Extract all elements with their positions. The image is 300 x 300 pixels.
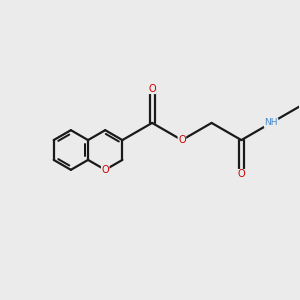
Text: NH: NH	[264, 118, 278, 127]
Text: O: O	[238, 169, 245, 179]
Text: O: O	[148, 84, 156, 94]
Text: O: O	[101, 165, 109, 175]
Text: O: O	[178, 135, 186, 145]
